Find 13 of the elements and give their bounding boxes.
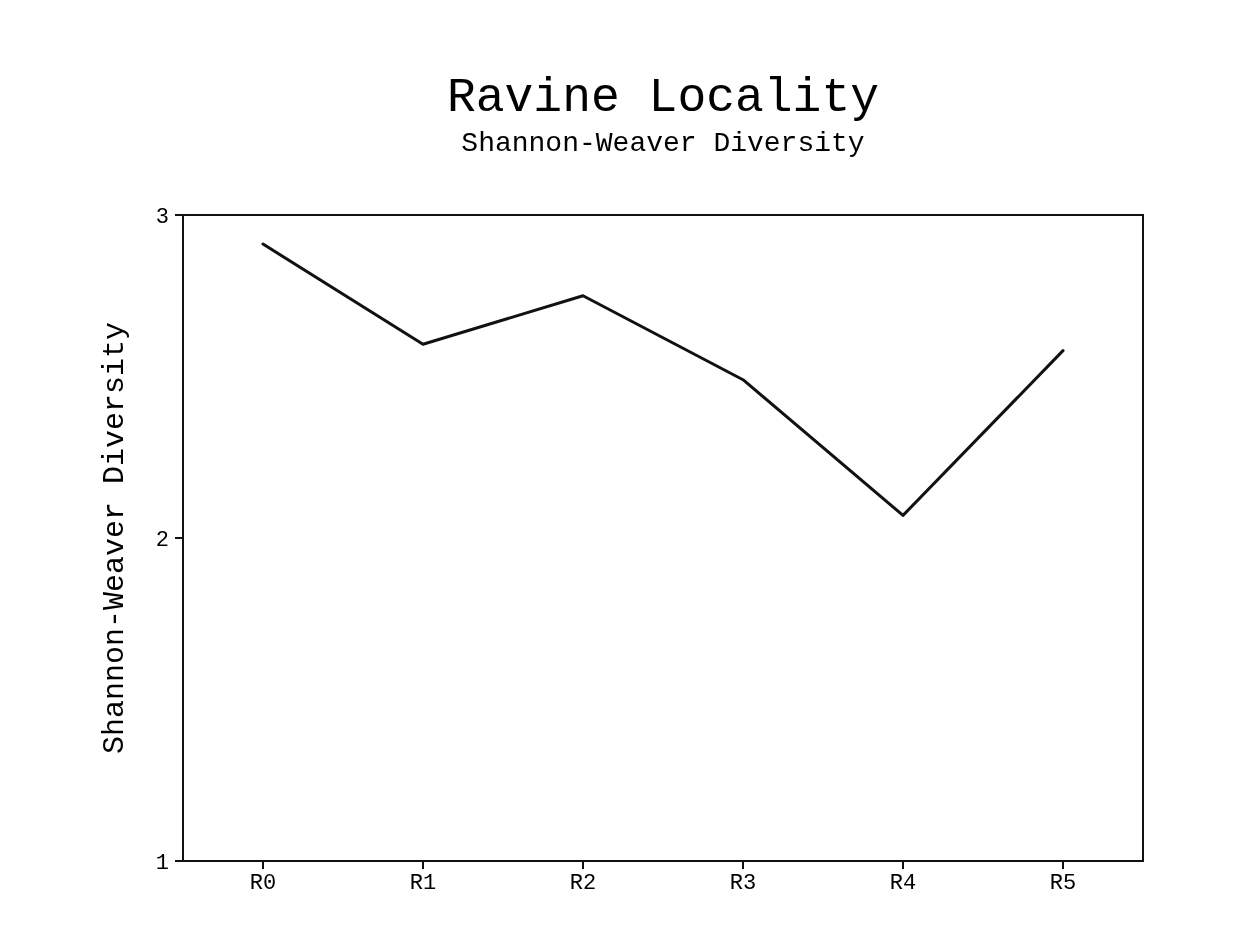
line-series (261, 242, 1065, 517)
x-tick-label: R5 (1049, 871, 1077, 896)
y-tick-label: 3 (155, 204, 169, 230)
x-tick-label: R2 (569, 871, 597, 896)
y-axis-title: Shannon-Weaver Diversity (98, 321, 132, 755)
chart-title: Ravine Locality (446, 71, 880, 125)
y-tick-label: 1 (155, 850, 169, 876)
x-tick-label: R4 (889, 871, 917, 896)
x-tick-label: R3 (729, 871, 757, 896)
x-tick-label: R0 (249, 871, 277, 896)
y-tick-label: 2 (155, 527, 169, 553)
x-tick-label: R1 (409, 871, 437, 896)
chart-subtitle: Shannon-Weaver Diversity (461, 128, 865, 159)
